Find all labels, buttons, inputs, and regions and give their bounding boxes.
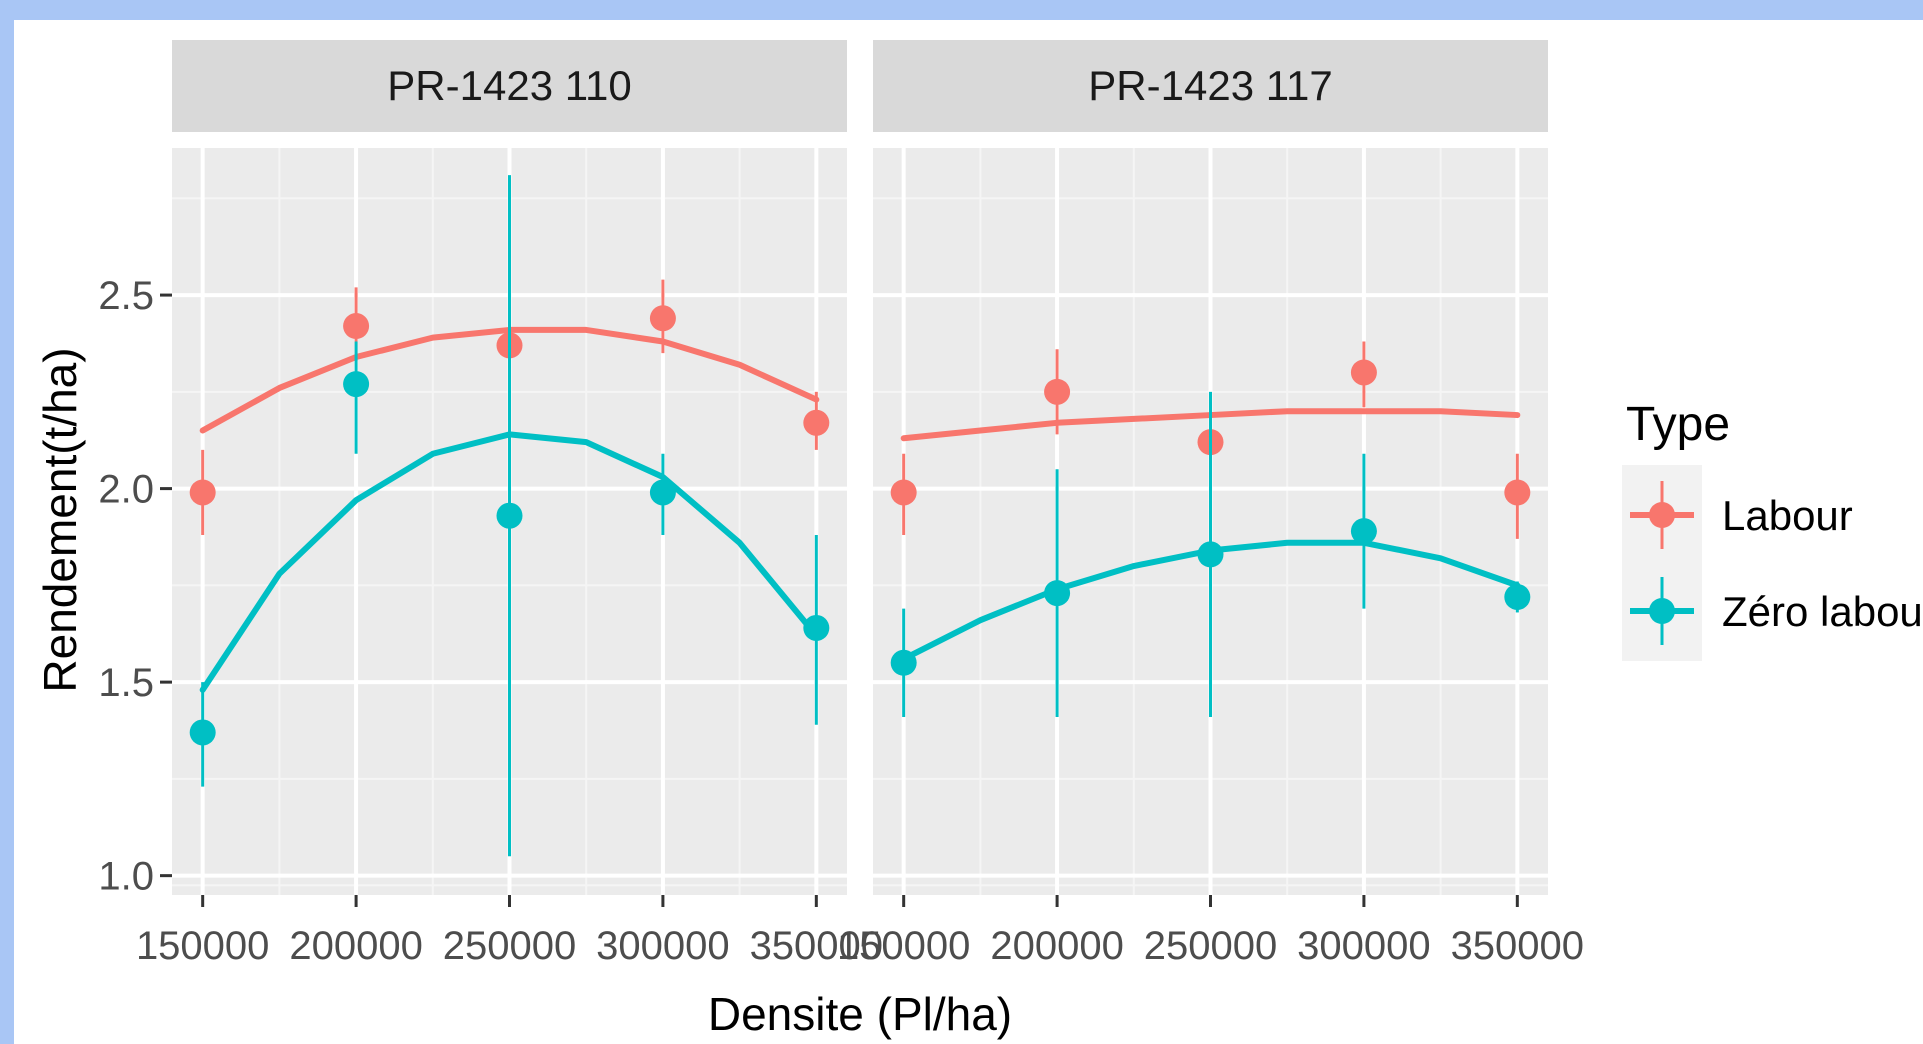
data-point	[496, 502, 523, 529]
faceted-scatter-chart: PR-1423 110 150000 200000 250000 300000 35000…	[34, 40, 1923, 1040]
data-point	[1350, 518, 1377, 545]
legend-title: Type	[1626, 398, 1730, 451]
y-axis-title: Rendement(t/ha)	[34, 347, 86, 692]
facet-strip	[873, 40, 1548, 132]
x-axis-title: Densite (Pl/ha)	[708, 988, 1012, 1040]
data-point	[1197, 541, 1224, 568]
x-tick-label: 150000	[837, 924, 970, 968]
y-tick-label: 2.0	[98, 468, 154, 512]
x-tick-label: 250000	[443, 924, 576, 968]
x-tick-label: 350000	[1451, 924, 1584, 968]
x-tick-label: 200000	[990, 924, 1123, 968]
data-point	[1044, 580, 1071, 607]
facet-strip-label: PR-1423 117	[1088, 62, 1332, 109]
data-point	[1504, 479, 1531, 506]
data-point	[189, 479, 216, 506]
y-tick-label: 1.0	[98, 855, 154, 899]
facet-strip-label: PR-1423 110	[387, 62, 631, 109]
data-point	[343, 313, 370, 340]
x-tick-label: 250000	[1144, 924, 1277, 968]
legend-key-point	[1649, 598, 1675, 624]
x-tick-label: 200000	[289, 924, 422, 968]
data-point	[343, 371, 370, 398]
figure-frame: PR-1423 110 150000 200000 250000 300000 35000…	[14, 20, 1923, 1044]
x-tick-label: 300000	[596, 924, 729, 968]
data-point	[803, 409, 830, 436]
legend-key-point	[1649, 502, 1675, 528]
data-point	[1504, 583, 1531, 610]
data-point	[803, 614, 830, 641]
data-point	[1350, 359, 1377, 386]
x-tick-label: 150000	[136, 924, 269, 968]
legend-label: Labour	[1722, 492, 1853, 539]
data-point	[189, 719, 216, 746]
y-tick-label: 1.5	[98, 661, 154, 705]
x-tick-label: 350000	[750, 924, 883, 968]
data-point	[649, 305, 676, 332]
x-tick-label: 300000	[1297, 924, 1430, 968]
y-tick-label: 2.5	[98, 274, 154, 318]
data-point	[890, 479, 917, 506]
facet-strip	[172, 40, 847, 132]
data-point	[649, 479, 676, 506]
legend-label: Zéro labour	[1722, 588, 1923, 635]
data-point	[1044, 378, 1071, 405]
data-point	[890, 649, 917, 676]
